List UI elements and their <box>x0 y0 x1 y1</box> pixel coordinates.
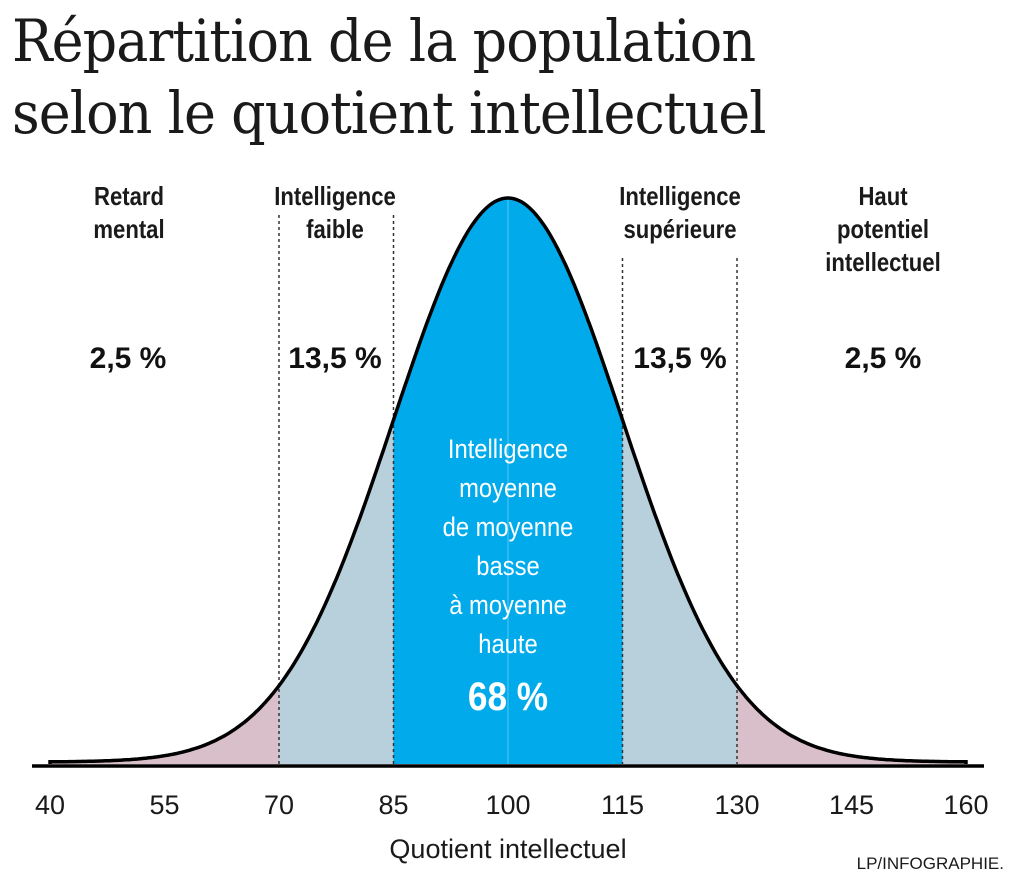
label-intelligence-superieure: Intelligence supérieure <box>595 180 765 246</box>
label-intelligence-moyenne: Intelligence moyenne de moyenne basse à … <box>411 430 605 717</box>
x-tick-label: 130 <box>714 790 759 820</box>
percent-retard-mental: 2,5 % <box>89 342 167 375</box>
chart-title-line-2: selon le quotient intellectuel <box>12 79 767 147</box>
x-axis-label: Quotient intellectuel <box>389 834 626 864</box>
label-line: potentiel <box>836 214 930 244</box>
x-tick-label: 160 <box>943 790 988 820</box>
label-line: intellectuel <box>825 247 941 277</box>
x-tick-label: 40 <box>35 790 65 820</box>
label-retard-mental: Retard mental <box>44 180 214 246</box>
x-tick-label: 85 <box>378 790 408 820</box>
label-line: basse <box>476 551 540 581</box>
percent-intelligence-moyenne: 68 % <box>467 675 549 719</box>
chart-title-line-1: Répartition de la population <box>12 7 756 75</box>
bell-curve-line <box>48 196 968 764</box>
label-line: Intelligence <box>447 434 569 464</box>
label-line: Haut <box>858 181 908 211</box>
x-tick-label: 55 <box>149 790 179 820</box>
label-haut-potentiel: Haut potentiel intellectuel <box>798 180 968 279</box>
x-tick-label: 100 <box>485 790 530 820</box>
label-line: supérieure <box>623 214 737 244</box>
percent-haut-potentiel: 2,5 % <box>844 342 922 375</box>
label-line: de moyenne <box>442 512 574 542</box>
region-area-0 <box>50 685 279 764</box>
x-tick-label: 145 <box>829 790 874 820</box>
label-line: Intelligence <box>274 181 396 211</box>
label-line: mental <box>93 214 165 244</box>
label-line: à moyenne <box>449 590 567 620</box>
label-line: faible <box>306 214 364 244</box>
percent-intelligence-superieure: 13,5 % <box>633 342 727 375</box>
label-line: Retard <box>93 181 164 211</box>
label-line: moyenne <box>459 473 557 503</box>
credit: LP/INFOGRAPHIE. <box>856 854 1004 873</box>
label-line: Intelligence <box>619 181 741 211</box>
label-line: haute <box>478 629 538 659</box>
percent-intelligence-faible: 13,5 % <box>288 342 382 375</box>
label-intelligence-faible: Intelligence faible <box>250 180 420 246</box>
x-tick-label: 70 <box>264 790 294 820</box>
x-tick-label: 115 <box>601 790 644 820</box>
region-area-4 <box>737 685 966 764</box>
